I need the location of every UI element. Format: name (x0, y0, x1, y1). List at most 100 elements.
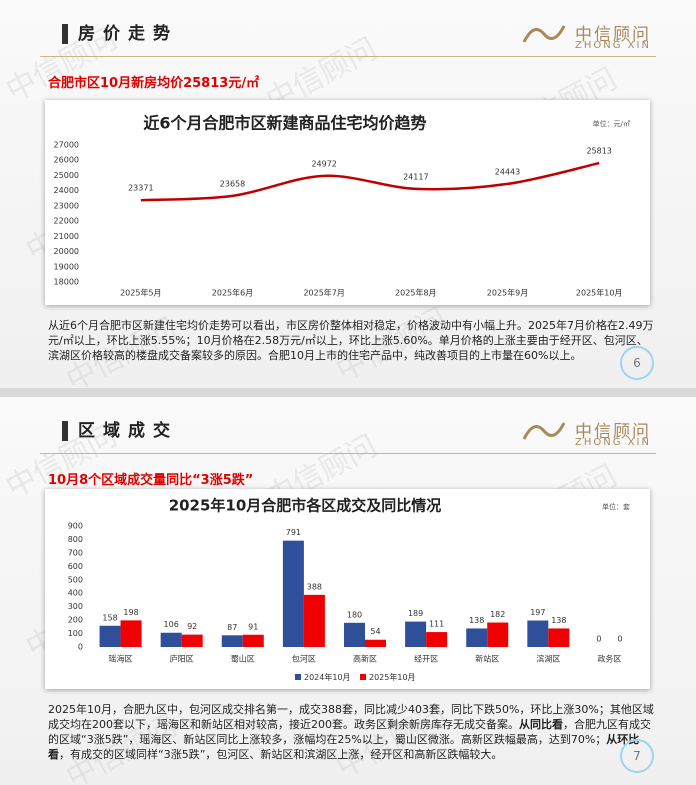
y-tick-label: 100 (68, 629, 83, 638)
page-number: 7 (620, 739, 654, 773)
chart-title: 2025年10月合肥市各区成交及同比情况 (169, 497, 442, 515)
y-tick-label: 400 (68, 589, 83, 598)
data-label: 197 (530, 608, 545, 617)
legend-label: 2025年10月 (369, 672, 416, 682)
x-tick-label: 2025年10月 (576, 288, 623, 298)
bar (466, 628, 488, 647)
bar (344, 622, 365, 647)
x-tick-label: 2025年5月 (120, 288, 161, 298)
data-label: 92 (187, 622, 197, 631)
logo-subtext: ZHONG XIN (575, 40, 651, 51)
legend-label: 2024年10月 (304, 672, 351, 682)
bar (303, 594, 325, 647)
unit-label: 单位：元/㎡ (593, 119, 630, 128)
headline: 10月8个区域成交量同比“3涨5跌” (48, 473, 254, 488)
y-tick-label: 900 (68, 522, 83, 531)
logo-mark (522, 25, 566, 43)
x-tick-label: 2025年9月 (487, 288, 528, 298)
x-tick-label: 庐阳区 (170, 654, 194, 664)
y-tick-label: 18000 (54, 278, 79, 287)
logo-text: 中信顾问 (575, 25, 651, 45)
bar (365, 639, 386, 647)
body-segment: 2025年10月，合肥九区中，包河区成交排名第一，成交388套，同比减少403套… (48, 703, 654, 731)
logo-subtext: ZHONG XIN (575, 437, 651, 448)
bar (527, 620, 549, 647)
bar (405, 621, 427, 647)
body-segment: 从近6个月合肥市区新建住宅均价走势可以看出，市区房价整体相对稳定，价格波动中有小… (48, 319, 654, 362)
data-label: 24972 (311, 159, 336, 168)
unit-label: 单位：套 (602, 502, 630, 511)
data-label: 87 (227, 623, 237, 632)
data-label: 198 (123, 608, 138, 617)
y-tick-label: 200 (68, 616, 83, 625)
data-label: 24117 (403, 172, 428, 181)
logo-mark (522, 422, 566, 440)
x-tick-label: 2025年7月 (303, 288, 344, 298)
data-label: 111 (429, 620, 444, 629)
body-segment: ，有成交的区域同样“3涨5跌”，包河区、新站区和滨湖区上涨，经开区和高新区跌幅较… (59, 748, 503, 761)
bar (160, 632, 182, 647)
y-tick-label: 25000 (54, 171, 79, 180)
data-label: 54 (370, 627, 380, 636)
y-tick-label: 19000 (54, 262, 79, 271)
slide-title: 房价走势 (62, 24, 178, 44)
x-tick-label: 滨湖区 (536, 654, 560, 664)
chart: 近6个月合肥市区新建商品住宅均价趋势 单位：元/㎡ 18000 19000 20000 2… (54, 114, 630, 298)
chart: 2025年10月合肥市各区成交及同比情况 单位：套 0 100 200 300 400 500… (68, 497, 630, 683)
y-tick-label: 800 (68, 535, 83, 544)
header-rule (40, 56, 656, 57)
y-tick-label: 21000 (54, 232, 79, 241)
logo-text: 中信顾问 (575, 422, 651, 442)
bar (487, 622, 509, 647)
bar (221, 635, 243, 647)
data-label: 182 (490, 610, 505, 619)
x-tick-label: 高新区 (353, 654, 377, 664)
y-tick-label: 600 (68, 562, 83, 571)
page-number: 6 (620, 346, 654, 380)
headline: 合肥市区10月新房均价25813元/㎡ (48, 76, 260, 91)
x-tick-label: 政务区 (597, 654, 621, 664)
y-tick-label: 27000 (54, 141, 79, 150)
data-label: 23371 (128, 184, 153, 193)
data-label: 106 (164, 620, 179, 629)
data-label: 180 (347, 610, 362, 619)
x-tick-label: 2025年8月 (395, 288, 436, 298)
slide-title: 区域成交 (62, 421, 178, 441)
data-label: 0 (617, 635, 622, 644)
slide: 中信顾问中信顾问中信顾问中信顾问中信顾问中信顾问中信顾问中信顾问 区域成交 中信… (0, 397, 696, 785)
bar (181, 634, 203, 647)
body-segment: 从同比看 (519, 718, 563, 731)
y-tick-label: 24000 (54, 186, 79, 195)
chart-title: 近6个月合肥市区新建商品住宅均价趋势 (143, 114, 426, 133)
x-tick-label: 蜀山区 (231, 654, 255, 664)
data-label: 24443 (495, 167, 520, 176)
bar (242, 634, 264, 647)
data-label: 138 (551, 616, 566, 625)
data-label: 138 (469, 616, 484, 625)
y-tick-label: 22000 (54, 217, 79, 226)
x-tick-label: 包河区 (292, 654, 316, 664)
bar (426, 632, 448, 647)
legend-swatch (295, 674, 301, 680)
y-tick-label: 23000 (54, 201, 79, 210)
header-rule (40, 453, 656, 454)
body-segment: ，合肥九区有成交的区域“3涨5跌”，瑶海区、新站区同比上涨较多，涨幅均在25%以… (48, 718, 651, 746)
x-tick-label: 瑶海区 (109, 654, 133, 664)
body-text: 2025年10月，合肥九区中，包河区成交排名第一，成交388套，同比减少403套… (48, 702, 658, 762)
x-tick-label: 经开区 (414, 654, 438, 664)
y-tick-label: 0 (78, 643, 83, 652)
data-label: 158 (102, 613, 117, 622)
body-text: 从近6个月合肥市区新建住宅均价走势可以看出，市区房价整体相对稳定，价格波动中有小… (48, 318, 658, 363)
y-tick-label: 20000 (54, 247, 79, 256)
data-label: 0 (596, 635, 601, 644)
data-label: 25813 (586, 147, 611, 156)
x-tick-label: 2025年6月 (212, 288, 253, 298)
data-label: 388 (307, 582, 322, 591)
line (140, 161, 600, 202)
y-tick-label: 700 (68, 548, 83, 557)
y-tick-label: 26000 (54, 156, 79, 165)
chart-box: 近6个月合肥市区新建商品住宅均价趋势 单位：元/㎡ 18000 19000 20000 2… (45, 100, 650, 305)
bar (99, 625, 121, 647)
bar (548, 628, 570, 647)
